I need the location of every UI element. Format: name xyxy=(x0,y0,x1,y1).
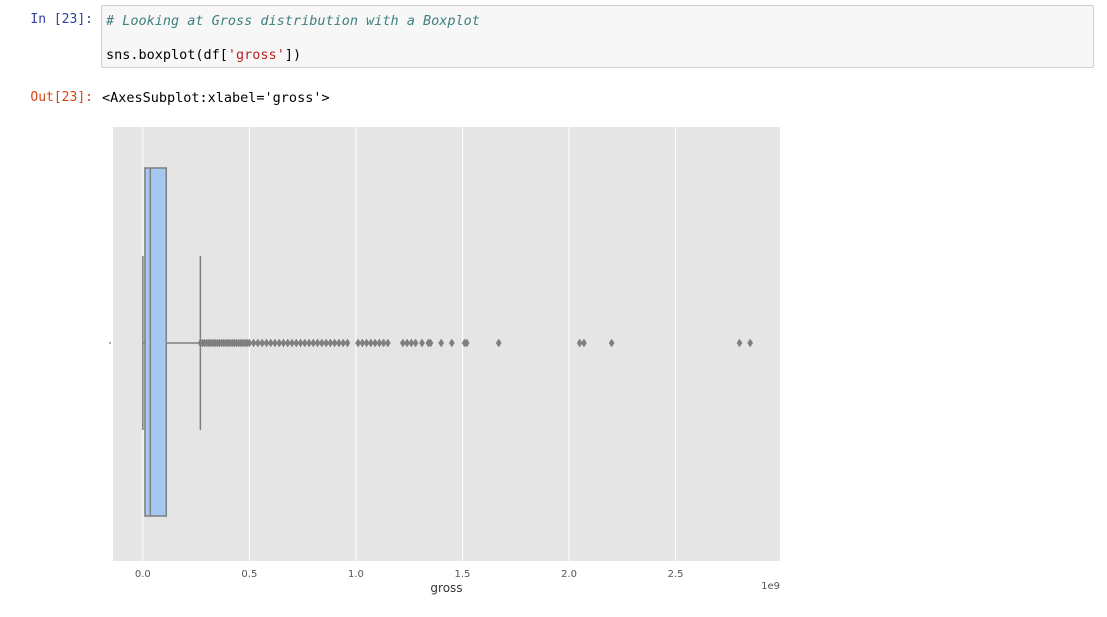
outlier-point xyxy=(267,338,274,348)
outlier-point xyxy=(581,338,587,348)
outlier-point xyxy=(463,338,470,348)
outlier-point xyxy=(314,338,321,348)
outlier-point xyxy=(284,338,291,348)
x-tick-label: 0.0 xyxy=(135,569,151,580)
outlier-point xyxy=(359,338,366,348)
outlier-point xyxy=(380,338,387,348)
x-tick-label: 2.5 xyxy=(668,569,684,580)
code-string: 'gross' xyxy=(227,47,285,63)
outlier-layer xyxy=(197,338,754,348)
outlier-point xyxy=(259,338,266,348)
outlier-point xyxy=(335,338,342,348)
code-statement-line: sns.boxplot(df['gross']) xyxy=(106,47,301,63)
iqr-box xyxy=(144,167,168,517)
outlier-point xyxy=(408,338,415,348)
outlier-point xyxy=(367,338,374,348)
outlier-point xyxy=(412,338,419,348)
x-axis-label: gross xyxy=(430,581,462,595)
outlier-point xyxy=(372,338,379,348)
outlier-point xyxy=(608,338,615,348)
outlier-point xyxy=(419,338,425,348)
outlier-point xyxy=(495,338,502,348)
x-tick-label: 1.0 xyxy=(348,569,364,580)
code-input-area[interactable]: # Looking at Gross distribution with a B… xyxy=(101,5,1094,68)
outlier-point xyxy=(310,338,317,348)
x-tick-label: 2.0 xyxy=(561,569,577,580)
x-tick-label: 1.5 xyxy=(455,569,471,580)
outlier-point xyxy=(318,338,325,348)
outlier-point xyxy=(323,338,329,348)
code-suffix: ]) xyxy=(284,47,302,63)
code-comment: # Looking at Gross distribution with a B… xyxy=(106,13,480,29)
outlier-point xyxy=(355,338,361,348)
outlier-point xyxy=(331,338,338,348)
input-prompt: In [23]: xyxy=(30,12,93,27)
code-prefix: sns.boxplot(df[ xyxy=(106,47,228,63)
outlier-point xyxy=(297,338,304,348)
output-prompt: Out[23]: xyxy=(30,90,93,105)
outlier-point xyxy=(280,338,287,348)
outlier-point xyxy=(576,338,583,348)
outlier-point xyxy=(399,338,406,348)
outlier-point xyxy=(272,338,278,348)
tick-layer: 0.0 0.5 1.0 1.5 2.0 2.5 xyxy=(109,342,684,580)
box-layer xyxy=(142,167,202,517)
outlier-point xyxy=(363,338,370,348)
output-repr: <AxesSubplot:xlabel='gross'> xyxy=(102,90,330,106)
outlier-point xyxy=(263,338,270,348)
axis-offset-label: 1e9 xyxy=(761,581,780,592)
outlier-point xyxy=(344,338,351,348)
outlier-point xyxy=(448,338,455,348)
outlier-point xyxy=(376,338,383,348)
outlier-point xyxy=(747,338,754,348)
outlier-point xyxy=(427,338,434,348)
outlier-point xyxy=(306,338,312,348)
x-tick-label: 0.5 xyxy=(241,569,257,580)
outlier-point xyxy=(384,338,391,348)
outlier-point xyxy=(293,338,300,348)
code-comment-line: # Looking at Gross distribution with a B… xyxy=(106,13,480,29)
outlier-point xyxy=(340,338,347,348)
outlier-point xyxy=(250,338,257,348)
outlier-point xyxy=(255,338,261,348)
outlier-point xyxy=(246,338,253,348)
outlier-point xyxy=(289,338,295,348)
outlier-point xyxy=(438,338,445,348)
outlier-point xyxy=(327,338,334,348)
outlier-point xyxy=(276,338,283,348)
outlier-point xyxy=(301,338,308,348)
outlier-point xyxy=(736,338,743,348)
outlier-point xyxy=(404,338,410,348)
